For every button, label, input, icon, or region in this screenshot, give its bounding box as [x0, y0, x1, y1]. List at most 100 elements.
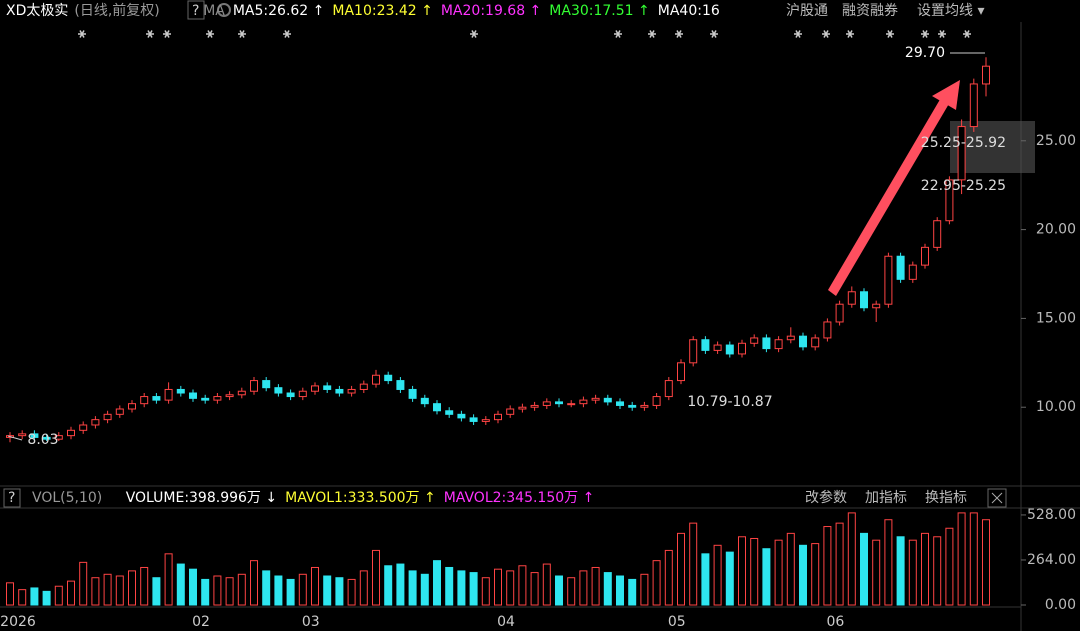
event-marker: [676, 30, 682, 38]
volume-bar: [79, 561, 88, 606]
volume-bar: [664, 549, 673, 606]
volume-bar: [982, 519, 990, 606]
annotation-pointer: [7, 435, 23, 441]
volume-bar: [408, 570, 417, 606]
indicator: MA30:17.51 ↑: [549, 3, 649, 19]
volume-bar: [213, 575, 222, 606]
help[interactable]: ?: [8, 490, 15, 506]
x-tick-label: 2026: [0, 614, 36, 630]
volume-bar: [872, 539, 881, 606]
event-marker: [471, 30, 477, 38]
candle-body: [469, 417, 478, 422]
candle-body: [481, 419, 490, 422]
candle-body: [250, 380, 258, 392]
toolbar-button[interactable]: 加指标: [865, 490, 907, 506]
toolbar-button[interactable]: 融资融券: [842, 3, 898, 19]
toolbar-button[interactable]: 换指标: [925, 489, 967, 506]
chart-title: XD太极实: [6, 3, 68, 19]
volume-bar: [225, 577, 234, 606]
volume-bar: [969, 512, 978, 606]
volume-bar: [347, 578, 356, 606]
volume-bar: [274, 575, 283, 606]
candle-body: [896, 255, 905, 280]
volume-bar: [835, 522, 844, 606]
volume-bar: [823, 526, 832, 606]
volume-bar: [42, 590, 51, 606]
candle-body: [847, 291, 856, 305]
toolbar-button[interactable]: 改参数: [805, 489, 847, 506]
y-tick-label: 20.00: [1036, 222, 1076, 238]
x-tick-label: 04: [497, 614, 515, 630]
candle-body: [433, 403, 441, 412]
candle-body: [445, 410, 454, 415]
volume-bar: [896, 536, 905, 606]
annotation: 8.03: [27, 432, 58, 448]
trend-arrow: [828, 96, 950, 296]
volume-bar: [457, 570, 466, 606]
candle-body: [628, 404, 637, 408]
candle-body: [823, 321, 832, 339]
toolbar-button[interactable]: 沪股通: [786, 3, 828, 19]
candle-body: [774, 339, 783, 350]
candle-body: [542, 401, 551, 406]
volume-bar: [262, 570, 271, 606]
candle-body: [579, 399, 588, 405]
candle-body: [652, 396, 661, 406]
candle-body: [786, 335, 795, 341]
event-marker: [823, 30, 829, 38]
toolbar-button[interactable]: 设置均线 ▾: [917, 3, 984, 19]
candle-body: [921, 246, 929, 266]
indicator: MA10:23.42 ↑: [332, 3, 432, 19]
volume-bar: [359, 570, 368, 606]
volume-bar: [738, 536, 746, 606]
candle-body: [799, 335, 807, 348]
volume-bar: [542, 563, 551, 606]
volume-bar: [725, 551, 734, 606]
volume-bar: [250, 560, 258, 606]
candle-body: [408, 388, 417, 399]
candle-body: [616, 401, 624, 406]
candle-body: [311, 385, 319, 392]
annotation: 29.70: [905, 45, 945, 61]
candle-body: [664, 380, 673, 398]
event-marker: [79, 30, 85, 38]
indicator: MA40:16: [658, 3, 720, 19]
candle-body: [79, 424, 88, 431]
help-box[interactable]: [3, 488, 21, 508]
volume-bar: [54, 585, 63, 606]
event-marker: [207, 30, 213, 38]
chart-title: VOL(5,10): [32, 490, 102, 506]
help[interactable]: ?: [192, 3, 199, 19]
candle-body: [860, 291, 868, 309]
volume-bar: [67, 580, 75, 606]
volume-bar: [18, 589, 27, 606]
candle-body: [189, 392, 197, 399]
volume-bar: [713, 544, 722, 606]
volume-bar: [603, 572, 612, 606]
gear-icon[interactable]: [217, 3, 231, 17]
event-marker: [615, 30, 621, 38]
candle-body: [335, 388, 344, 394]
close-icon[interactable]: [991, 492, 1003, 504]
candle-body: [969, 83, 978, 128]
volume-bar: [811, 543, 820, 606]
volume-bar: [591, 566, 600, 606]
event-marker: [964, 30, 970, 38]
candle-body: [372, 374, 380, 385]
event-marker: [164, 30, 170, 38]
candle-body: [347, 388, 356, 394]
volume-bar: [201, 578, 210, 606]
volume-bar: [323, 575, 332, 606]
trend-arrow-head: [932, 80, 960, 110]
volume-bar: [957, 512, 966, 606]
candle-body: [689, 339, 698, 364]
candle-body: [30, 433, 39, 438]
candle-body: [701, 339, 710, 351]
event-marker: [795, 30, 801, 38]
volume-bar: [237, 573, 246, 606]
close-box[interactable]: [987, 488, 1007, 508]
candle-body: [677, 362, 685, 382]
x-tick-label: 02: [192, 614, 210, 630]
candle-body: [982, 65, 990, 85]
help-box[interactable]: [187, 0, 205, 20]
